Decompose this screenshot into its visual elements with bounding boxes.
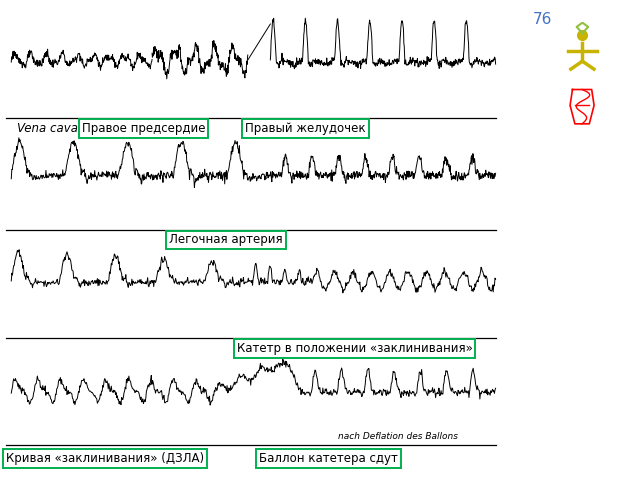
Text: Vena cava: Vena cava [17,121,78,135]
Text: 76: 76 [532,12,552,27]
Text: Баллон катетера сдут: Баллон катетера сдут [259,452,398,465]
Text: nach Deflation des Ballons: nach Deflation des Ballons [338,432,458,441]
Text: Легочная артерия: Легочная артерия [169,233,283,247]
Text: Кривая «заклинивания» (ДЗЛА): Кривая «заклинивания» (ДЗЛА) [6,452,204,465]
Text: Правое предсердие: Правое предсердие [82,121,205,135]
Text: Катетр в положении «заклинивания»: Катетр в положении «заклинивания» [237,342,472,355]
Text: Правый желудочек: Правый желудочек [245,121,365,135]
